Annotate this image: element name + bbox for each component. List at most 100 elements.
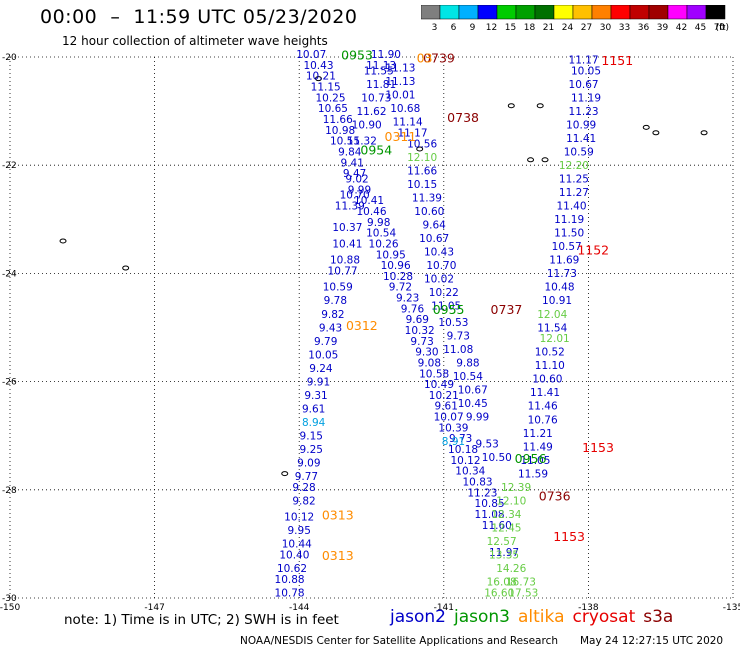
wave-height-value: 10.41: [354, 195, 384, 207]
wave-height-value: 9.72: [389, 282, 412, 294]
wave-height-value: 9.76: [401, 303, 425, 315]
pass-time-label: 0737: [491, 302, 523, 317]
wave-height-value: 17.53: [508, 587, 538, 599]
wave-height-value: 9.64: [422, 219, 446, 231]
longitude-tick-label: -135: [723, 603, 740, 613]
wave-height-value: 9.25: [300, 444, 323, 456]
wave-height-value: 11.21: [523, 428, 553, 440]
wave-height-value: 10.43: [424, 247, 454, 259]
island-outline: [507, 103, 515, 109]
wave-height-value: 10.32: [405, 325, 435, 337]
wave-height-value: 10.21: [429, 390, 459, 402]
longitude-tick-label: -147: [144, 603, 164, 613]
latitude-tick-label: -30: [2, 594, 17, 604]
pass-time-label: 0312: [346, 318, 378, 333]
wave-height-value: 11.54: [537, 322, 567, 334]
wave-height-value: 9.73: [447, 330, 470, 342]
wave-height-value: 9.69: [406, 314, 429, 326]
pass-time-label: 0954: [360, 142, 392, 157]
island-outline: [416, 146, 424, 152]
colorbar-tick-label: 36: [638, 23, 650, 33]
legend-item-jason2: jason2: [390, 607, 446, 627]
wave-height-value: 11.49: [523, 441, 553, 453]
wave-height-value: 11.15: [311, 82, 341, 94]
colorbar-tick-label: 6: [451, 23, 457, 33]
colorbar-tick-label: 15: [505, 23, 516, 33]
pass-time-label: 1153: [553, 529, 585, 544]
wave-height-value: 10.54: [366, 228, 396, 240]
legend-item-jason3: jason3: [454, 607, 510, 627]
wave-height-value: 10.60: [414, 206, 444, 218]
generation-timestamp: May 24 12:27:15 UTC 2020: [580, 635, 724, 647]
legend-item-cryosat: cryosat: [572, 607, 636, 627]
wave-height-value: 10.48: [544, 282, 574, 294]
pass-time-label: 0739: [423, 50, 455, 65]
wave-height-value: 9.23: [396, 293, 419, 305]
wave-height-value: 10.52: [535, 347, 565, 359]
pass-time-label: 1152: [577, 242, 609, 257]
pass-time-label: 0313: [322, 548, 354, 563]
wave-height-value: 11.05: [431, 301, 461, 313]
wave-height-value: 10.83: [463, 476, 493, 488]
wave-height-value: 10.12: [284, 512, 314, 524]
wave-height-value: 9.79: [314, 336, 337, 348]
wave-height-value: 10.02: [424, 274, 454, 286]
wave-height-value: 9.84: [338, 146, 362, 158]
pass-time-label: 1153: [582, 440, 614, 455]
wave-height-value: 11.39: [412, 192, 442, 204]
wave-height-value: 9.43: [319, 322, 342, 334]
wave-height-value: 11.32: [347, 136, 377, 148]
pass-time-label: 0313: [322, 508, 354, 523]
wave-height-value: 10.70: [340, 190, 370, 202]
wave-height-value: 11.13: [385, 76, 415, 88]
wave-height-value: 11.17: [569, 54, 599, 66]
wave-height-value: 10.85: [475, 498, 505, 510]
wave-height-value: 9.28: [292, 482, 315, 494]
wave-height-value: 10.96: [381, 260, 411, 272]
wave-height-value: 11.97: [489, 547, 519, 559]
wave-height-value: 9.99: [466, 412, 489, 424]
colorbar-tick-label: 9: [470, 23, 476, 33]
wave-height-value: 11.41: [530, 387, 560, 399]
pass-time-label: 0955: [433, 302, 465, 317]
wave-height-value: 10.95: [376, 249, 406, 261]
wave-height-value: 12.20: [559, 160, 589, 172]
latitude-tick-label: -22: [2, 161, 17, 171]
wave-height-value: 11.25: [559, 174, 589, 186]
wave-height-value: 10.68: [390, 103, 420, 115]
wave-height-value: 11.40: [556, 201, 586, 213]
wave-height-value: 14.26: [496, 563, 526, 575]
wave-height-colorbar: 3 6 9 12 15 18 21 24 27 30 33 36 39 42 45 70(ft): [421, 5, 729, 33]
credit-line: NOAA/NESDIS Center for Satellite Applica…: [240, 635, 558, 647]
wave-height-value: 11.14: [393, 117, 423, 129]
longitude-tick-label: -144: [289, 603, 310, 613]
map-subtitle: 12 hour collection of altimeter wave hei…: [62, 34, 328, 48]
longitude-tick-label: -141: [434, 603, 454, 613]
wave-height-value: 10.73: [361, 92, 391, 104]
wave-height-value: 10.15: [407, 179, 437, 191]
island-outline: [314, 76, 322, 82]
wave-height-value: 10.44: [282, 539, 312, 551]
wave-height-value: 9.82: [292, 495, 315, 507]
pass-time-label: 03: [417, 50, 433, 65]
wave-height-value: 11.23: [467, 487, 497, 499]
wave-height-value: 12.39: [501, 482, 531, 494]
wave-height-value: 10.37: [332, 222, 362, 234]
wave-height-value: 11.60: [482, 520, 512, 532]
wave-height-value: 11.08: [443, 344, 473, 356]
wave-height-value: 9.47: [343, 168, 366, 180]
wave-height-value: 9.30: [415, 347, 438, 359]
wave-height-value: 11.17: [397, 128, 427, 140]
wave-height-value: 9.53: [475, 439, 498, 451]
wave-height-value: 10.07: [434, 412, 464, 424]
wave-height-value: 10.53: [438, 317, 468, 329]
wave-height-value: 9.78: [324, 295, 347, 307]
wave-height-value: 10.58: [419, 368, 449, 380]
wave-height-value: 9.91: [307, 376, 330, 388]
wave-height-value: 10.67: [458, 385, 488, 397]
colorbar-unit: (ft): [715, 23, 729, 33]
wave-height-value: 12.34: [491, 509, 521, 521]
colorbar-tick-label: 70: [714, 23, 726, 33]
colorbar-tick-label: 45: [695, 23, 706, 33]
